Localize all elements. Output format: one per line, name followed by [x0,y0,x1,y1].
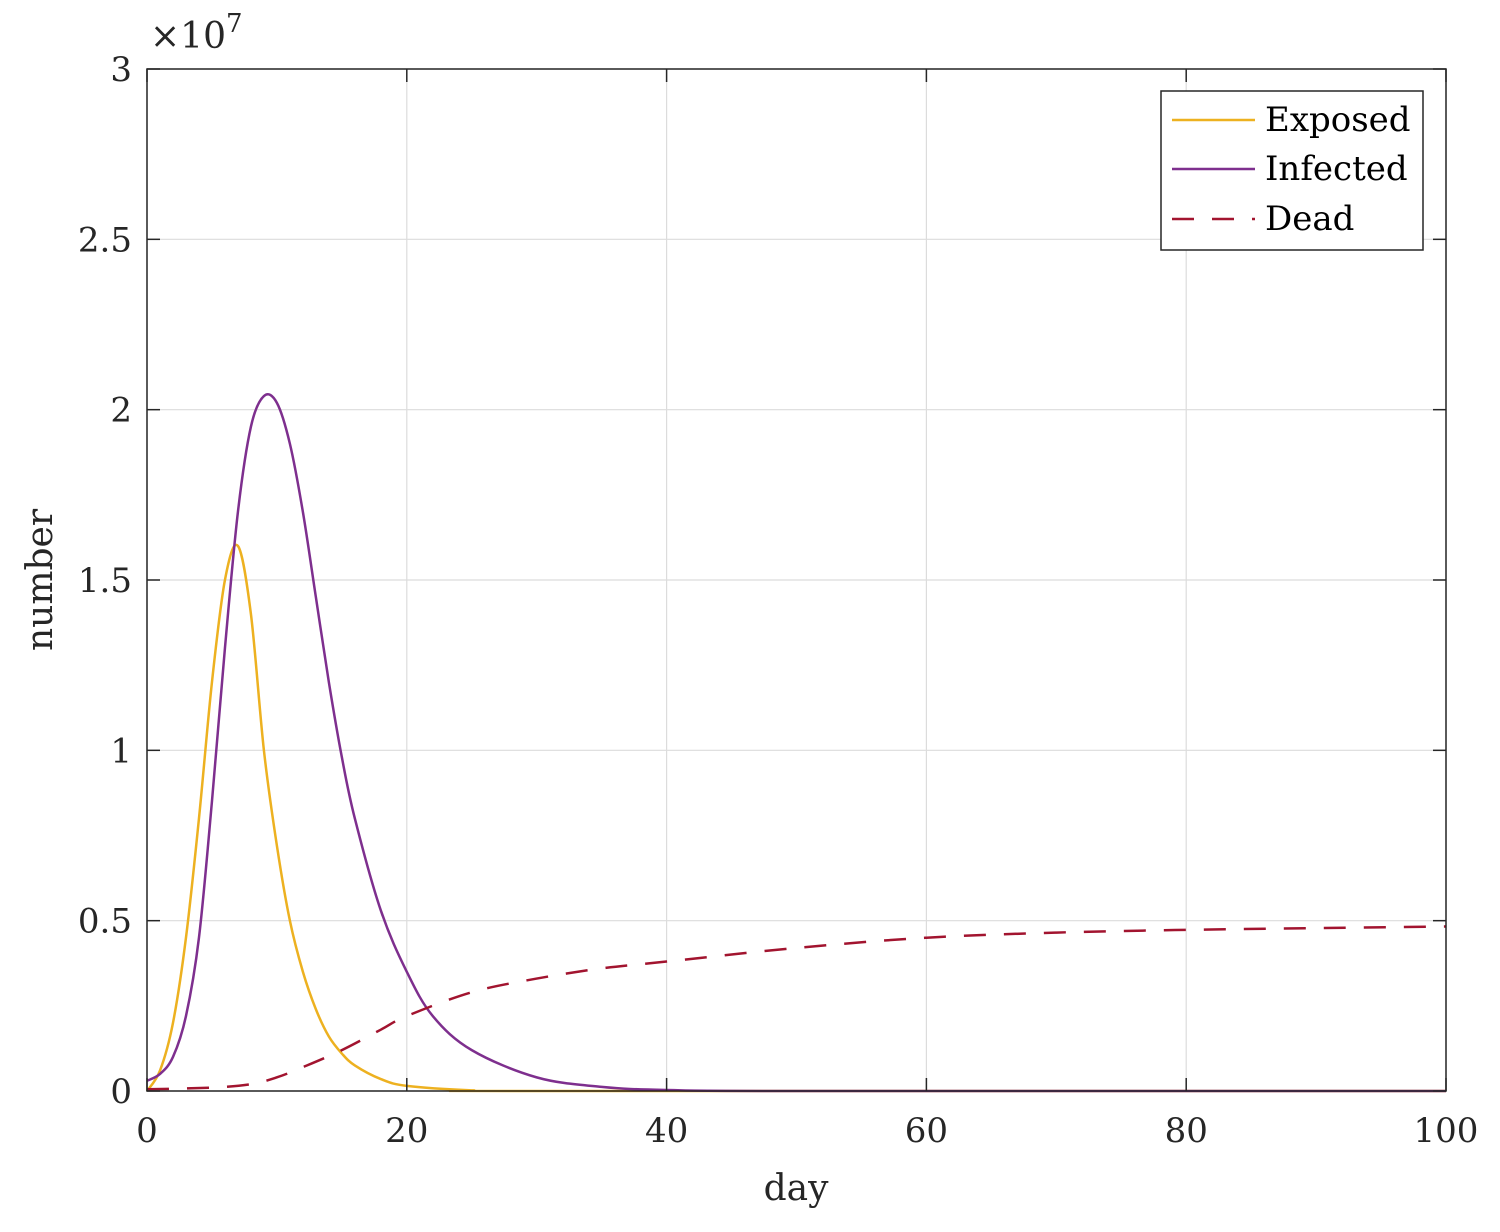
y-tick-label: 1.5 [78,561,132,601]
series-line-dead [146,925,1447,1091]
legend-label-infected: Infected [1265,149,1408,189]
y-tick-label: 1 [110,731,132,771]
y-tick-label: 2.5 [78,220,132,260]
legend: Exposed Infected Dead [1160,90,1424,251]
x-tick-label: 60 [905,1111,948,1151]
series-line-infected [146,393,1446,1093]
y-axis-title: number [20,508,61,651]
y-axis-exponent: ×107 [150,9,243,57]
axis-ticks [146,68,1447,1092]
legend-item-exposed: Exposed [1172,100,1411,140]
legend-box [1160,90,1424,251]
y-tick-label: 3 [110,50,132,90]
x-tick-label: 20 [385,1111,428,1151]
y-tick-label: 2 [110,391,132,431]
series-line-exposed [145,543,1446,1093]
legend-label-dead: Dead [1265,199,1354,239]
x-tick-label: 0 [136,1111,158,1151]
y-axis-tick-labels: 0 0.5 1 1.5 2 2.5 3 [78,50,132,1112]
y-tick-label: 0.5 [78,902,132,942]
x-tick-label: 40 [645,1111,688,1151]
y-tick-label: 0 [110,1072,132,1112]
legend-item-dead: Dead [1172,199,1354,239]
x-tick-label: 100 [1414,1111,1479,1151]
x-axis-tick-labels: 0 20 40 60 80 100 [136,1111,1478,1151]
x-tick-label: 80 [1165,1111,1208,1151]
x-axis-title: day [764,1168,830,1209]
plot-series [145,393,1447,1093]
legend-label-exposed: Exposed [1265,100,1411,140]
legend-item-infected: Infected [1172,149,1408,189]
